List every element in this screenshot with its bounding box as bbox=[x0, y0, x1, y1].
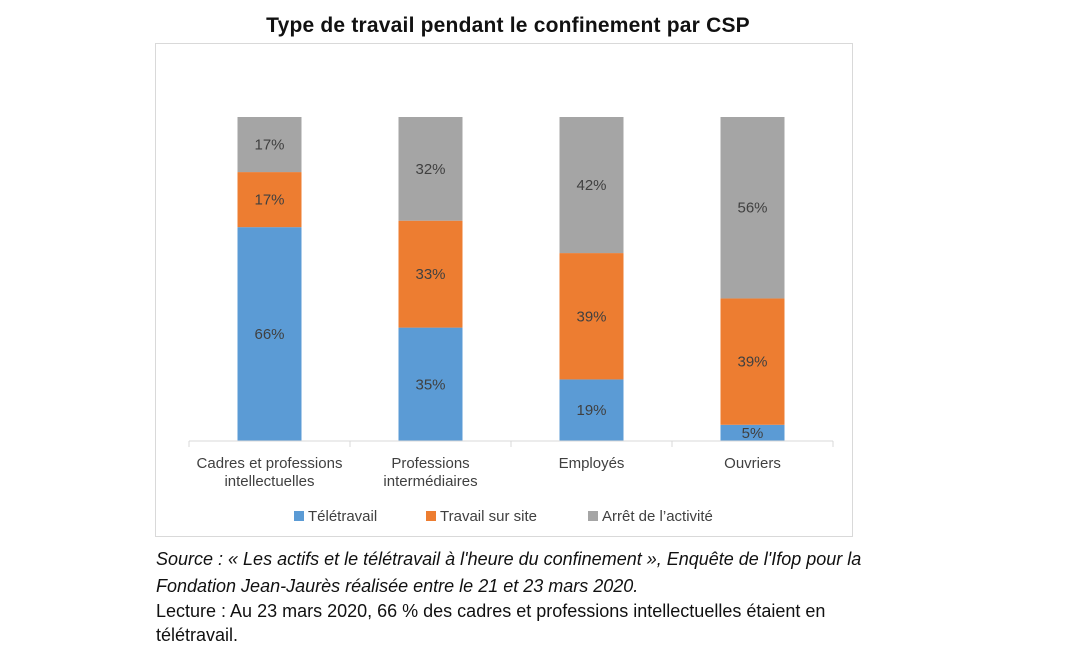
data-label: 39% bbox=[737, 354, 767, 371]
category-label: Professions bbox=[391, 455, 469, 472]
legend-label: Arrêt de l’activité bbox=[602, 508, 713, 525]
data-label: 42% bbox=[576, 177, 606, 194]
bar-segment bbox=[237, 227, 302, 441]
legend-swatch bbox=[294, 511, 304, 521]
data-label: 35% bbox=[415, 376, 445, 393]
legend-label: Travail sur site bbox=[440, 508, 537, 525]
data-label: 32% bbox=[415, 161, 445, 178]
category-label: intermédiaires bbox=[383, 473, 477, 490]
category-label: intellectuelles bbox=[224, 473, 314, 490]
data-label: 56% bbox=[737, 200, 767, 217]
data-label: 33% bbox=[415, 266, 445, 283]
source-note: Source : « Les actifs et le télétravail … bbox=[156, 549, 862, 596]
bar-segment bbox=[559, 379, 624, 441]
data-label: 17% bbox=[254, 192, 284, 209]
bar-segment bbox=[398, 327, 463, 441]
category-label: Employés bbox=[559, 455, 625, 472]
bar-segment bbox=[237, 117, 302, 173]
legend-label: Télétravail bbox=[308, 508, 377, 525]
data-label: 5% bbox=[742, 425, 764, 442]
data-label: 66% bbox=[254, 326, 284, 343]
category-label: Ouvriers bbox=[724, 455, 781, 472]
bar-segment bbox=[559, 253, 624, 380]
bar-segment bbox=[559, 117, 624, 254]
bar-segment bbox=[398, 220, 463, 328]
chart-title: Type de travail pendant le confinement p… bbox=[266, 14, 750, 37]
bar-segment bbox=[720, 117, 785, 299]
bar-segment bbox=[720, 424, 785, 441]
bar-segment bbox=[398, 117, 463, 221]
stacked-bar-chart: 66% 17% 17% Cadres et professionsintellectu… bbox=[188, 117, 834, 525]
reading-note: Lecture : Au 23 mars 2020, 66 % des cadr… bbox=[156, 601, 826, 645]
legend-swatch bbox=[426, 511, 436, 521]
bar-segment bbox=[237, 172, 302, 228]
data-label: 17% bbox=[254, 137, 284, 154]
data-label: 19% bbox=[576, 402, 606, 419]
legend-swatch bbox=[588, 511, 598, 521]
bar-segment bbox=[720, 298, 785, 425]
category-label: Cadres et professions bbox=[197, 455, 343, 472]
chart-area: 66% 17% 17% Cadres et professions intellectu… bbox=[155, 43, 853, 537]
data-label: 39% bbox=[576, 308, 606, 325]
